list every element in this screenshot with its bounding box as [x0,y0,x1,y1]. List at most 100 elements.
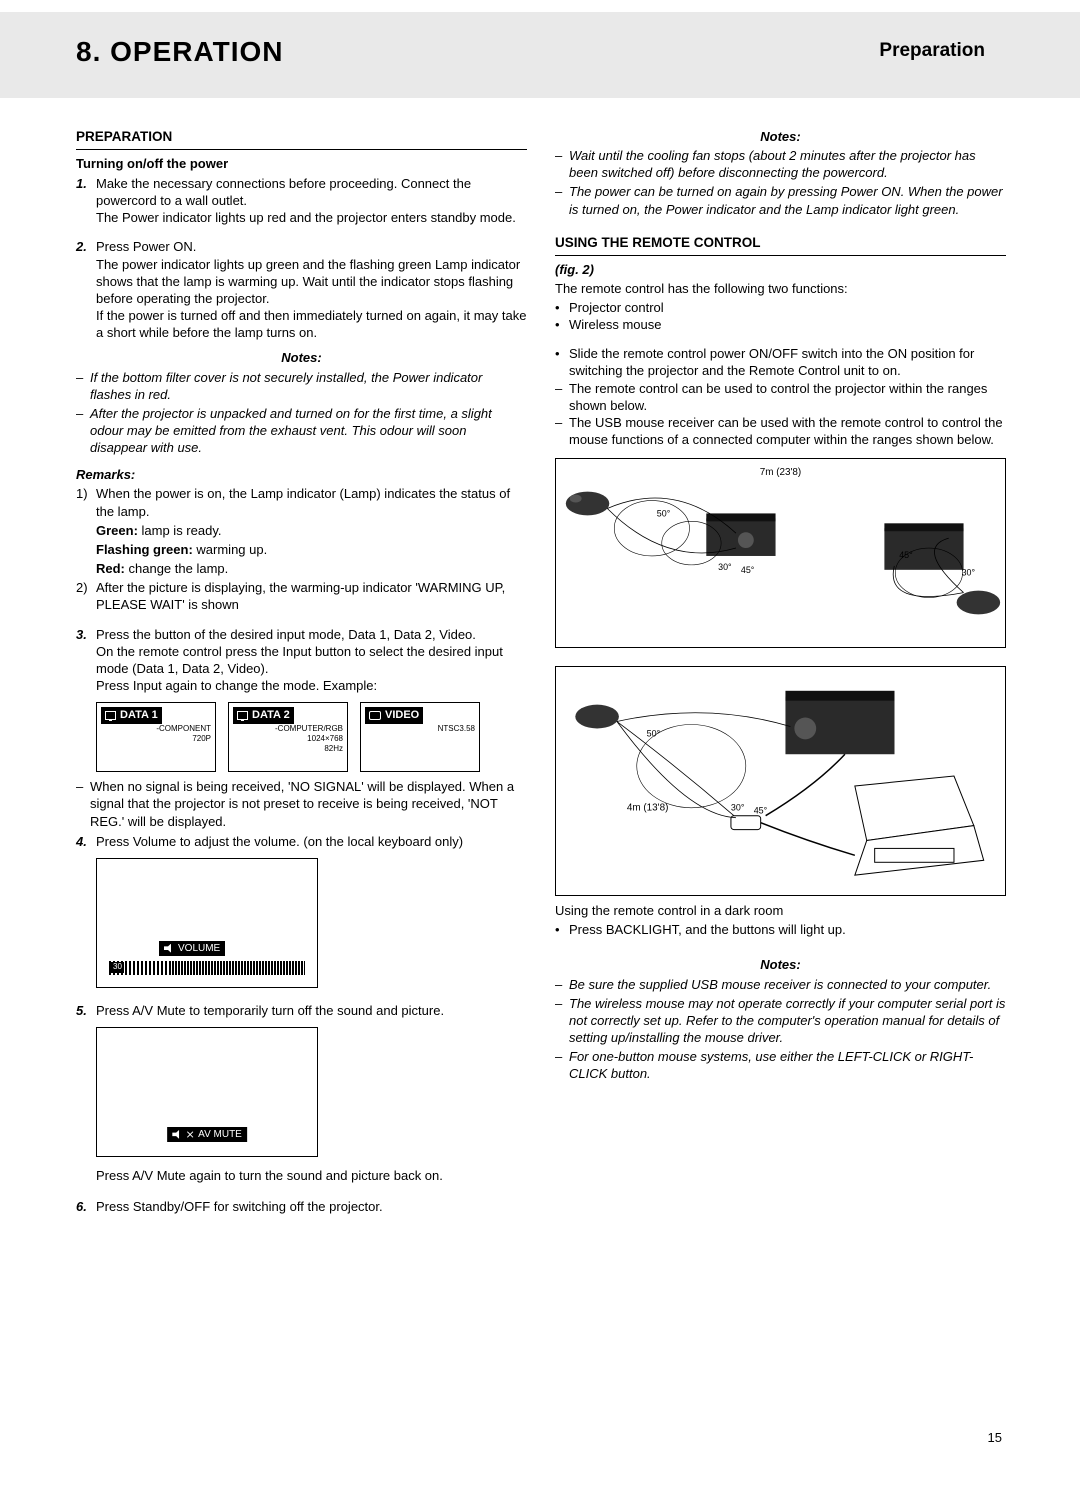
mode-sub: -COMPUTER/RGB [229,725,347,734]
left-column: PREPARATION Turning on/off the power 1. … [76,128,527,1215]
laptop-icon [855,776,984,875]
angle-label: 30° [962,568,976,578]
remote-icon [566,492,610,516]
label: Red: [96,561,125,576]
label-text: change the lamp. [125,561,228,576]
mode-label: VIDEO [385,708,419,723]
mode-data2-box: DATA 2 -COMPUTER/RGB 1024×768 82Hz [228,702,348,772]
step-2-text-b: The power indicator lights up green and … [96,257,520,306]
step-3-text: Press the button of the desired input mo… [96,627,476,642]
video-icon [369,711,381,720]
note-text: The power can be turned on again by pres… [569,183,1006,217]
label-text: lamp is ready. [138,523,222,538]
step-number: 4. [76,833,96,850]
note-item: –Be sure the supplied USB mouse receiver… [555,976,1006,993]
angle-label: 30° [718,562,732,572]
document-page: 8. OPERATION Preparation PREPARATION Tur… [0,0,1080,1505]
mode-data1-box: DATA 1 -COMPONENT 720P [96,702,216,772]
remote-range-figure-2: 50° 30° 45° 4m (13'8) [555,666,1006,896]
bullet-text: Slide the remote control power ON/OFF sw… [569,345,1006,379]
nosignal-text: When no signal is being received, 'NO SI… [90,778,527,829]
remark-flashing: Flashing green: warming up. [96,541,527,558]
dark-room-text: Using the remote control in a dark room [555,902,1006,919]
remark-green: Green: lamp is ready. [96,522,527,539]
monitor-icon [105,711,116,720]
bullet-text: The remote control can be used to contro… [569,380,1006,414]
fig-2-label: (fig. 2) [555,261,1006,278]
remote-intro: The remote control has the following two… [555,280,1006,297]
step-1: 1. Make the necessary connections before… [76,175,527,226]
av-mute-osd-box: AV MUTE [96,1027,318,1157]
step-5-text: Press A/V Mute to temporarily turn off t… [96,1002,527,1019]
mode-sub: 1024×768 [229,735,347,744]
note-text: For one-button mouse systems, use either… [569,1048,1006,1082]
preparation-heading: PREPARATION [76,128,527,146]
remark-2: 2)After the picture is displaying, the w… [76,579,527,613]
step-3-text-c: Press Input again to change the mode. Ex… [96,678,377,693]
note-item: –The wireless mouse may not operate corr… [555,995,1006,1046]
angle-label: 50° [647,729,661,739]
mode-label: DATA 1 [120,708,158,723]
remark-text: After the picture is displaying, the war… [96,579,527,613]
angle-label: 45° [741,565,755,575]
mode-badge: VIDEO [365,707,423,724]
remote-icon [575,705,619,729]
notes-heading: Notes: [555,956,1006,973]
note-item: –If the bottom filter cover is not secur… [76,369,527,403]
volume-label: VOLUME [178,942,220,955]
mode-sub: 720P [97,735,215,744]
remote-range-figure-1: 7m (23'8) [555,458,1006,648]
mode-label: DATA 2 [252,708,290,723]
input-mode-row: DATA 1 -COMPONENT 720P DATA 2 -COMPUTER/… [96,702,527,772]
remote-heading: USING THE REMOTE CONTROL [555,234,1006,252]
note-text: The wireless mouse may not operate corre… [569,995,1006,1046]
note-item: –Wait until the cooling fan stops (about… [555,147,1006,181]
label: Flashing green: [96,542,193,557]
projector-rear-icon [884,528,963,570]
label-text: warming up. [193,542,267,557]
step-4: 4. Press Volume to adjust the volume. (o… [76,833,527,850]
remark-text: When the power is on, the Lamp indicator… [96,485,527,519]
remark-red: Red: change the lamp. [96,560,527,577]
angle-label: 45° [899,550,913,560]
note-text: If the bottom filter cover is not secure… [90,369,527,403]
remote-bullets: •Slide the remote control power ON/OFF s… [555,345,1006,448]
step-6-text: Press Standby/OFF for switching off the … [96,1198,527,1215]
notes-heading: Notes: [76,349,527,366]
bullet-text: The USB mouse receiver can be used with … [569,414,1006,448]
volume-osd-box: VOLUME 30 [96,858,318,988]
nosignal-note: –When no signal is being received, 'NO S… [76,778,527,829]
speaker-icon [164,944,174,953]
note-text: Be sure the supplied USB mouse receiver … [569,976,1006,993]
content-columns: PREPARATION Turning on/off the power 1. … [76,128,1006,1215]
step-number: 3. [76,626,96,695]
label: Green: [96,523,138,538]
x-icon [186,1130,194,1138]
volume-bar [109,961,305,975]
step-number: 1. [76,175,96,226]
function-list: •Projector control •Wireless mouse [555,299,1006,333]
cable-icon [761,823,855,856]
mode-badge: DATA 2 [233,707,294,724]
monitor-icon [237,711,248,720]
av-mute-label: AV MUTE [198,1128,242,1141]
backlight-text: Press BACKLIGHT, and the buttons will li… [569,921,846,938]
step-number: 5. [76,1002,96,1019]
note-item: –For one-button mouse systems, use eithe… [555,1048,1006,1082]
step-1-text-b: The Power indicator lights up red and th… [96,210,516,225]
step-3-text-b: On the remote control press the Input bu… [96,644,503,676]
step-5: 5. Press A/V Mute to temporarily turn of… [76,1002,527,1019]
remarks-heading: Remarks: [76,466,527,483]
mode-sub: 82Hz [229,745,347,754]
mode-badge: DATA 1 [101,707,162,724]
section-subtitle: Preparation [879,40,985,62]
right-column: Notes: –Wait until the cooling fan stops… [555,128,1006,1215]
note-item: –The power can be turned on again by pre… [555,183,1006,217]
volume-badge: VOLUME [159,941,225,956]
remark-1: 1)When the power is on, the Lamp indicat… [76,485,527,519]
page-number: 15 [988,1430,1002,1445]
mode-sub: NTSC3.58 [361,725,479,734]
divider [76,149,527,150]
av-mute-badge: AV MUTE [167,1127,247,1142]
volume-value: 30 [111,962,124,973]
